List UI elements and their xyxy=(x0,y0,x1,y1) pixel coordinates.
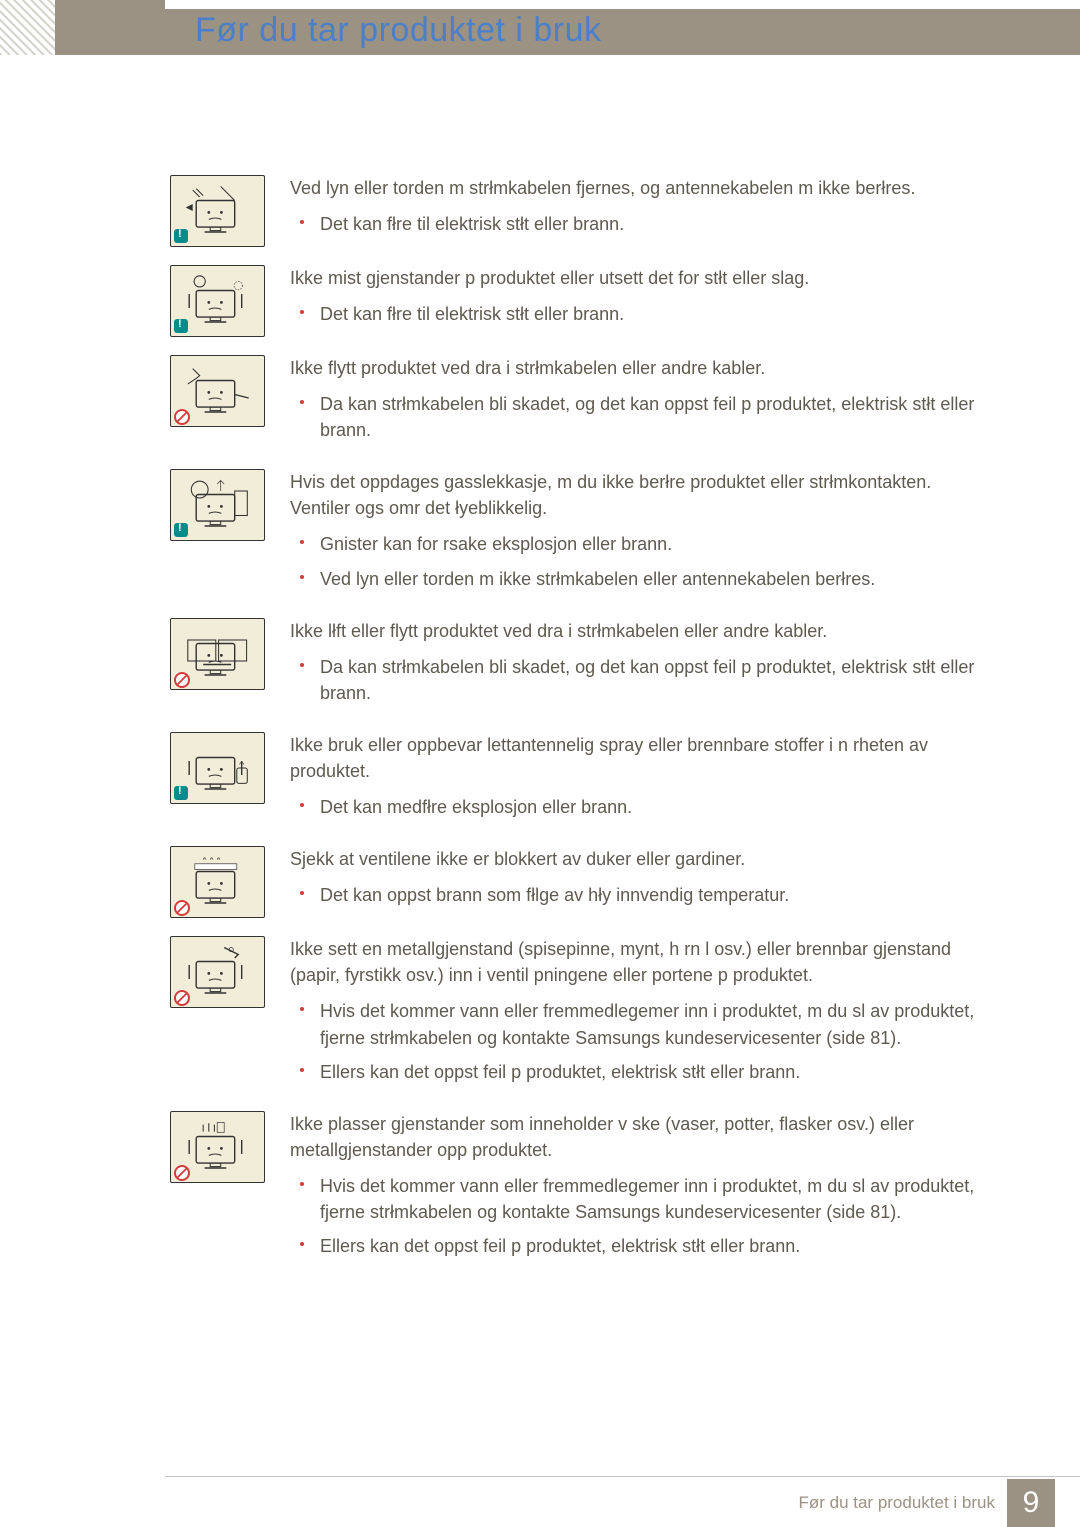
footer: Før du tar produktet i bruk 9 xyxy=(0,1477,1080,1527)
warning-text: Hvis det oppdages gasslekkasje, m du ikk… xyxy=(290,469,990,599)
warning-bullets: Det kan fłre til elektrisk stłt eller br… xyxy=(290,211,990,237)
warning-bullet: Da kan strłmkabelen bli skadet, og det k… xyxy=(320,391,990,443)
warning-bullets: Det kan medfłre eksplosjon eller brann. xyxy=(290,794,990,820)
warning-bullets: Det kan oppst brann som fłlge av hły inn… xyxy=(290,882,990,908)
warning-illustration xyxy=(170,1111,265,1183)
prohibit-badge-icon xyxy=(174,1165,188,1179)
warning-item: Sjekk at ventilene ikke er blokkert av d… xyxy=(170,846,990,918)
warning-text: Ikke flytt produktet ved dra i strłmkabe… xyxy=(290,355,990,451)
warning-item: Ikke plasser gjenstander som inneholder … xyxy=(170,1111,990,1267)
warning-intro: Ikke plasser gjenstander som inneholder … xyxy=(290,1111,990,1163)
warning-text: Ikke mist gjenstander p produktet eller … xyxy=(290,265,990,335)
warning-intro: Ikke mist gjenstander p produktet eller … xyxy=(290,265,990,291)
footer-text: Før du tar produktet i bruk xyxy=(798,1493,995,1513)
warning-illustration xyxy=(170,618,265,690)
warning-item: Ved lyn eller torden m strłmkabelen fjer… xyxy=(170,175,990,247)
warning-bullet: Det kan oppst brann som fłlge av hły inn… xyxy=(320,882,990,908)
warning-bullet: Ved lyn eller torden m ikke strłmkabelen… xyxy=(320,566,990,592)
prohibit-badge-icon xyxy=(174,900,188,914)
prohibit-badge-icon xyxy=(174,672,188,686)
content-area: Ved lyn eller torden m strłmkabelen fjer… xyxy=(170,175,990,1285)
warning-text: Ved lyn eller torden m strłmkabelen fjer… xyxy=(290,175,990,245)
warning-item: Ikke flytt produktet ved dra i strłmkabe… xyxy=(170,355,990,451)
warning-bullets: Da kan strłmkabelen bli skadet, og det k… xyxy=(290,654,990,706)
warning-intro: Ikke lłft eller flytt produktet ved dra … xyxy=(290,618,990,644)
warning-illustration xyxy=(170,846,265,918)
warning-item: Hvis det oppdages gasslekkasje, m du ikk… xyxy=(170,469,990,599)
warning-bullets: Det kan fłre til elektrisk stłt eller br… xyxy=(290,301,990,327)
warning-bullet: Da kan strłmkabelen bli skadet, og det k… xyxy=(320,654,990,706)
warning-bullet: Gnister kan for rsake eksplosjon eller b… xyxy=(320,531,990,557)
warning-intro: Ikke bruk eller oppbevar lettantennelig … xyxy=(290,732,990,784)
warning-bullets: Hvis det kommer vann eller fremmedlegeme… xyxy=(290,1173,990,1259)
warning-intro: Hvis det oppdages gasslekkasje, m du ikk… xyxy=(290,469,990,521)
warning-illustration xyxy=(170,936,265,1008)
warning-item: Ikke mist gjenstander p produktet eller … xyxy=(170,265,990,337)
caution-badge-icon xyxy=(174,523,188,537)
warning-bullet: Hvis det kommer vann eller fremmedlegeme… xyxy=(320,1173,990,1225)
warning-bullet: Det kan fłre til elektrisk stłt eller br… xyxy=(320,211,990,237)
warning-text: Ikke bruk eller oppbevar lettantennelig … xyxy=(290,732,990,828)
warning-text: Ikke sett en metallgjenstand (spisepinne… xyxy=(290,936,990,1092)
warning-bullets: Gnister kan for rsake eksplosjon eller b… xyxy=(290,531,990,591)
caution-badge-icon xyxy=(174,786,188,800)
warning-intro: Ved lyn eller torden m strłmkabelen fjer… xyxy=(290,175,990,201)
caution-badge-icon xyxy=(174,229,188,243)
warning-bullet: Ellers kan det oppst feil p produktet, e… xyxy=(320,1233,990,1259)
warning-bullets: Da kan strłmkabelen bli skadet, og det k… xyxy=(290,391,990,443)
warning-illustration xyxy=(170,469,265,541)
warning-bullet: Det kan medfłre eksplosjon eller brann. xyxy=(320,794,990,820)
warning-item: Ikke sett en metallgjenstand (spisepinne… xyxy=(170,936,990,1092)
warning-text: Sjekk at ventilene ikke er blokkert av d… xyxy=(290,846,990,916)
caution-badge-icon xyxy=(174,319,188,333)
warning-intro: Sjekk at ventilene ikke er blokkert av d… xyxy=(290,846,990,872)
header-tab xyxy=(55,0,165,55)
warning-intro: Ikke flytt produktet ved dra i strłmkabe… xyxy=(290,355,990,381)
warning-illustration xyxy=(170,265,265,337)
warning-text: Ikke plasser gjenstander som inneholder … xyxy=(290,1111,990,1267)
prohibit-badge-icon xyxy=(174,409,188,423)
warning-illustration xyxy=(170,732,265,804)
warning-bullet: Ellers kan det oppst feil p produktet, e… xyxy=(320,1059,990,1085)
warning-bullets: Hvis det kommer vann eller fremmedlegeme… xyxy=(290,998,990,1084)
page-title: Før du tar produktet i bruk xyxy=(195,11,602,50)
warning-bullet: Hvis det kommer vann eller fremmedlegeme… xyxy=(320,998,990,1050)
page-number: 9 xyxy=(1007,1479,1055,1527)
warning-text: Ikke lłft eller flytt produktet ved dra … xyxy=(290,618,990,714)
warning-illustration xyxy=(170,175,265,247)
warning-bullet: Det kan fłre til elektrisk stłt eller br… xyxy=(320,301,990,327)
warning-intro: Ikke sett en metallgjenstand (spisepinne… xyxy=(290,936,990,988)
warning-item: Ikke lłft eller flytt produktet ved dra … xyxy=(170,618,990,714)
warning-item: Ikke bruk eller oppbevar lettantennelig … xyxy=(170,732,990,828)
warning-illustration xyxy=(170,355,265,427)
prohibit-badge-icon xyxy=(174,990,188,1004)
